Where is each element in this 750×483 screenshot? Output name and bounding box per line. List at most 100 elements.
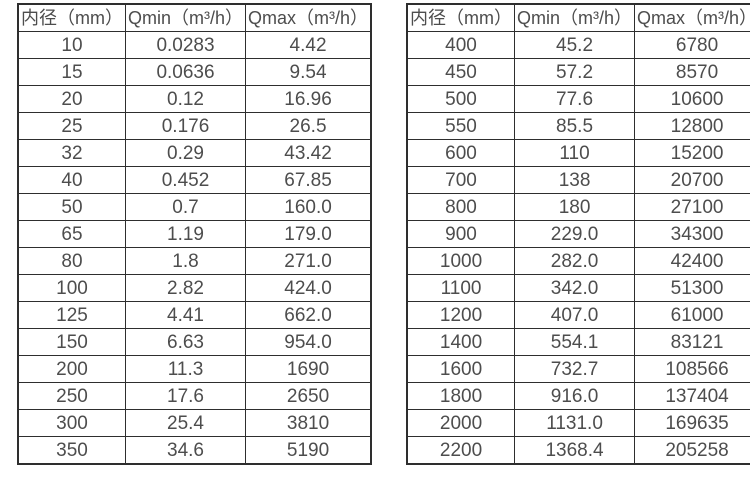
qmin-cell: 45.2 [514, 31, 636, 59]
table-row: 2200 1368.4 205258 [406, 436, 750, 465]
qmax-cell: 169635 [634, 409, 750, 437]
qmin-cell: 282.0 [514, 247, 636, 275]
table-row: 80 1.8 271.0 [17, 247, 372, 275]
table-row: 300 25.4 3810 [17, 409, 372, 437]
qmin-cell: 1131.0 [514, 409, 636, 437]
qmax-cell: 67.85 [245, 166, 372, 194]
table-body: 400 45.2 6780 450 57.2 8570 500 77.6 10600 550 85.… [406, 31, 750, 465]
diameter-cell: 150 [17, 328, 126, 356]
qmax-cell: 179.0 [245, 220, 372, 248]
qmax-cell: 1690 [245, 355, 372, 383]
table-row: 2000 1131.0 169635 [406, 409, 750, 437]
qmax-cell: 2650 [245, 382, 372, 410]
qmax-cell: 12800 [634, 112, 750, 140]
qmax-cell: 43.42 [245, 139, 372, 167]
table-row: 50 0.7 160.0 [17, 193, 372, 221]
table-header: 内径（mm） Qmin（m³/h） Qmax（m³/h） [17, 3, 372, 32]
qmax-cell: 108566 [634, 355, 750, 383]
table-row: 1400 554.1 83121 [406, 328, 750, 356]
header-qmin: Qmin（m³/h） [124, 3, 247, 32]
diameter-cell: 1800 [406, 382, 516, 410]
table-row: 32 0.29 43.42 [17, 139, 372, 167]
table-row: 400 45.2 6780 [406, 31, 750, 59]
diameter-cell: 900 [406, 220, 516, 248]
table-row: 350 34.6 5190 [17, 436, 372, 465]
qmax-cell: 9.54 [245, 58, 372, 86]
table-row: 1000 282.0 42400 [406, 247, 750, 275]
qmin-cell: 2.82 [124, 274, 247, 302]
table-row: 600 110 15200 [406, 139, 750, 167]
diameter-cell: 1600 [406, 355, 516, 383]
qmin-cell: 180 [514, 193, 636, 221]
diameter-cell: 10 [17, 31, 126, 59]
qmax-cell: 137404 [634, 382, 750, 410]
qmax-cell: 8570 [634, 58, 750, 86]
diameter-cell: 350 [17, 436, 126, 465]
qmax-cell: 51300 [634, 274, 750, 302]
table-row: 800 180 27100 [406, 193, 750, 221]
qmin-cell: 0.452 [124, 166, 247, 194]
qmin-cell: 0.0283 [124, 31, 247, 59]
diameter-cell: 20 [17, 85, 126, 113]
table-row: 125 4.41 662.0 [17, 301, 372, 329]
qmax-cell: 10600 [634, 85, 750, 113]
flow-table-small-diameters: 内径（mm） Qmin（m³/h） Qmax（m³/h） 10 0.0283 4.4… [17, 3, 373, 465]
qmin-cell: 1368.4 [514, 436, 636, 465]
diameter-cell: 400 [406, 31, 516, 59]
qmin-cell: 0.7 [124, 193, 247, 221]
diameter-cell: 125 [17, 301, 126, 329]
table-row: 900 229.0 34300 [406, 220, 750, 248]
diameter-cell: 550 [406, 112, 516, 140]
qmax-cell: 42400 [634, 247, 750, 275]
table-row: 25 0.176 26.5 [17, 112, 372, 140]
header-row: 内径（mm） Qmin（m³/h） Qmax（m³/h） [406, 3, 750, 32]
diameter-cell: 100 [17, 274, 126, 302]
qmin-cell: 407.0 [514, 301, 636, 329]
qmin-cell: 916.0 [514, 382, 636, 410]
table-row: 700 138 20700 [406, 166, 750, 194]
diameter-cell: 32 [17, 139, 126, 167]
qmax-cell: 34300 [634, 220, 750, 248]
table-row: 20 0.12 16.96 [17, 85, 372, 113]
qmin-cell: 77.6 [514, 85, 636, 113]
qmin-cell: 34.6 [124, 436, 247, 465]
qmax-cell: 424.0 [245, 274, 372, 302]
qmax-cell: 26.5 [245, 112, 372, 140]
qmax-cell: 15200 [634, 139, 750, 167]
table-row: 1600 732.7 108566 [406, 355, 750, 383]
qmin-cell: 229.0 [514, 220, 636, 248]
qmin-cell: 6.63 [124, 328, 247, 356]
qmax-cell: 20700 [634, 166, 750, 194]
qmin-cell: 342.0 [514, 274, 636, 302]
qmin-cell: 57.2 [514, 58, 636, 86]
diameter-cell: 25 [17, 112, 126, 140]
diameter-cell: 1200 [406, 301, 516, 329]
qmin-cell: 0.29 [124, 139, 247, 167]
qmax-cell: 271.0 [245, 247, 372, 275]
qmin-cell: 1.8 [124, 247, 247, 275]
header-diameter: 内径（mm） [17, 3, 126, 32]
table-row: 500 77.6 10600 [406, 85, 750, 113]
diameter-cell: 300 [17, 409, 126, 437]
table-header: 内径（mm） Qmin（m³/h） Qmax（m³/h） [406, 3, 750, 32]
diameter-cell: 800 [406, 193, 516, 221]
qmin-cell: 0.12 [124, 85, 247, 113]
table-row: 550 85.5 12800 [406, 112, 750, 140]
flow-table-large-diameters: 内径（mm） Qmin（m³/h） Qmax（m³/h） 400 45.2 6780… [406, 3, 750, 465]
header-diameter: 内径（mm） [406, 3, 516, 32]
qmax-cell: 160.0 [245, 193, 372, 221]
table-row: 1200 407.0 61000 [406, 301, 750, 329]
qmin-cell: 554.1 [514, 328, 636, 356]
qmax-cell: 83121 [634, 328, 750, 356]
header-qmax: Qmax（m³/h） [245, 3, 372, 32]
qmax-cell: 954.0 [245, 328, 372, 356]
table-row: 450 57.2 8570 [406, 58, 750, 86]
table-row: 15 0.0636 9.54 [17, 58, 372, 86]
diameter-cell: 15 [17, 58, 126, 86]
table-row: 150 6.63 954.0 [17, 328, 372, 356]
table-row: 250 17.6 2650 [17, 382, 372, 410]
qmax-cell: 16.96 [245, 85, 372, 113]
qmin-cell: 85.5 [514, 112, 636, 140]
qmax-cell: 6780 [634, 31, 750, 59]
flow-spec-tables: 内径（mm） Qmin（m³/h） Qmax（m³/h） 10 0.0283 4.4… [17, 3, 750, 465]
